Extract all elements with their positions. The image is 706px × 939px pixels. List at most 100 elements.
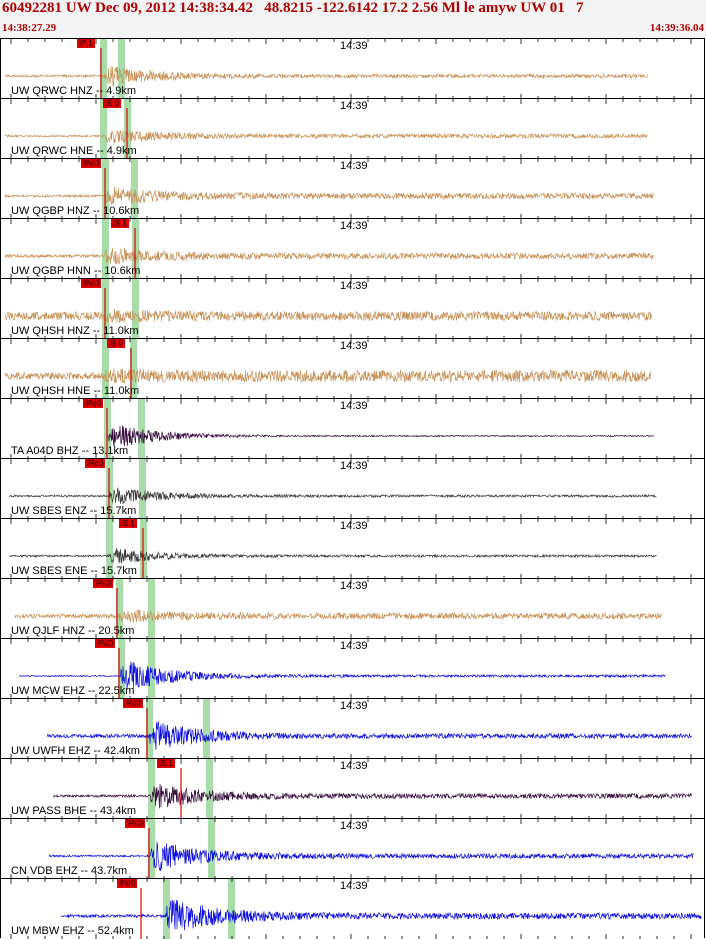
end-time: 14:39:36.04 [649,22,704,34]
waveform-line [14,609,662,623]
pick-window-band [206,759,213,819]
waveform-line [60,899,702,931]
waveform-plot [4,279,692,339]
pick-window-band [148,639,155,699]
pick-window-band [148,759,155,819]
waveform-line [8,487,657,504]
pick-window-band [138,399,145,459]
pick-label[interactable]: iPd0 [117,879,138,888]
trace-panel[interactable]: iPd0 14:39 UW QJLF HNZ -- 20.5km [0,578,705,639]
channel-label: UW QRWC HNE -- 4.9km [11,145,137,157]
trace-panel[interactable]: iPd0 14:39 UW SBES ENZ -- 15.7km [0,458,705,519]
pick-window-band [203,699,210,759]
trace-panel[interactable]: iPd0 14:39 UW MCW EHZ -- 22.5km [0,638,705,699]
pick-window-band [228,879,235,939]
minute-time-label: 14:39 [340,880,368,892]
pick-window-band [132,279,139,339]
trace-panel[interactable]: iPd0 14:39 TA A04D BHZ -- 13.1km [0,398,705,459]
pick-label[interactable]: iS 0 [107,339,125,348]
trace-panel[interactable]: iS 1 14:39 UW QGBP HNN -- 10.6km [0,218,705,279]
waveform-line [4,66,648,87]
pick-label[interactable]: iPd0 [85,459,106,468]
trace-panel[interactable]: iS 0 14:39 UW QRWC HNE -- 4.9km [0,98,705,159]
pick-window-band [106,519,113,579]
channel-label: CN VDB EHZ -- 43.7km [11,865,128,877]
channel-label: UW QGBP HNN -- 10.6km [11,265,141,277]
minute-time-label: 14:39 [340,220,368,232]
waveform-line [48,842,694,872]
waveform-line [18,661,666,690]
seismogram-traces[interactable]: iP 1 14:39 UW QRWC HNZ -- 4.9km iS 0 14:39 UW… [0,38,706,939]
pick-window-band [102,219,109,279]
minute-time-label: 14:39 [340,520,368,532]
trace-panel[interactable]: iPd0 14:39 UW MBW EHZ -- 52.4km [0,878,705,939]
pick-window-band [146,699,153,759]
trace-panel[interactable]: iS 1 14:39 UW PASS BHE -- 43.4km [0,758,705,819]
waveform-line [106,425,654,447]
pick-window-band [100,99,107,159]
waveform-plot [4,159,692,219]
trace-panel[interactable]: iPd0 14:39 UW QHSH HNZ -- 11.0km [0,278,705,339]
waveform-line [52,783,692,809]
pick-window-band [208,819,215,879]
trace-panel[interactable]: iS 1 14:39 UW SBES ENE -- 15.7km [0,518,705,579]
minute-time-label: 14:39 [340,160,368,172]
pick-label[interactable]: iPd0 [95,639,116,648]
channel-label: UW QGBP HNZ -- 10.6km [11,205,140,217]
event-title: 60492281 UW Dec 09, 2012 14:38:34.42 48.… [2,0,584,16]
pick-window-band [118,639,125,699]
waveform-line [46,720,692,750]
pick-window-band [139,459,146,519]
pick-window-band [118,39,125,99]
minute-time-label: 14:39 [340,580,368,592]
pick-label[interactable]: iS 0 [103,99,121,108]
trace-panel[interactable]: iPd0 14:39 UW QGBP HNZ -- 10.6km [0,158,705,219]
pick-label[interactable]: iPd0 [123,699,144,708]
minute-time-label: 14:39 [340,460,368,472]
pick-label[interactable]: iPd0 [81,279,102,288]
waveform-plot [10,639,692,699]
waveform-line [4,368,652,384]
minute-time-label: 14:39 [340,700,368,712]
trace-panel[interactable]: iPd0 14:39 UW UWFH EHZ -- 42.4km [0,698,705,759]
channel-label: UW QJLF HNZ -- 20.5km [11,625,135,637]
waveform-line [4,129,648,144]
pick-window-band [130,339,137,399]
pick-window-band [102,339,109,399]
pick-label[interactable]: iS 1 [157,759,175,768]
pick-window-band [131,159,138,219]
pick-window-band [163,879,170,939]
minute-time-label: 14:39 [340,760,368,772]
waveform-line [8,548,657,564]
channel-label: UW QHSH HNE -- 11.0km [11,385,140,397]
pick-label[interactable]: iPd0 [83,399,104,408]
channel-label: UW UWFH EHZ -- 42.4km [11,745,140,757]
minute-time-label: 14:39 [340,280,368,292]
waveform-line [4,309,652,324]
waveform-line [4,186,654,205]
header-bar: 60492281 UW Dec 09, 2012 14:38:34.42 48.… [0,0,706,38]
channel-label: UW MCW EHZ -- 22.5km [11,685,135,697]
minute-time-label: 14:39 [340,340,368,352]
pick-label[interactable]: iPd0 [125,819,146,828]
minute-time-label: 14:39 [340,400,368,412]
pick-label[interactable]: iS 1 [111,219,129,228]
channel-label: UW MBW EHZ -- 52.4km [11,925,134,937]
pick-label[interactable]: iPd0 [93,579,114,588]
pick-label[interactable]: iP 1 [77,39,95,48]
trace-panel[interactable]: iPd0 14:39 CN VDB EHZ -- 43.7km [0,818,705,879]
channel-label: UW QHSH HNZ -- 11.0km [11,325,139,337]
waveform-line [4,247,654,265]
channel-label: UW SBES ENE -- 15.7km [11,565,137,577]
minute-time-label: 14:39 [340,640,368,652]
pick-label[interactable]: iPd0 [81,159,102,168]
channel-label: UW PASS BHE -- 43.4km [11,805,137,817]
trace-panel[interactable]: iS 0 14:39 UW QHSH HNE -- 11.0km [0,338,705,399]
pick-label[interactable]: iS 1 [119,519,137,528]
minute-time-label: 14:39 [340,100,368,112]
trace-panel[interactable]: iP 1 14:39 UW QRWC HNZ -- 4.9km [0,38,705,99]
pick-window-band [116,579,123,639]
channel-label: TA A04D BHZ -- 13.1km [11,445,129,457]
pick-window-band [148,579,155,639]
minute-time-label: 14:39 [340,820,368,832]
